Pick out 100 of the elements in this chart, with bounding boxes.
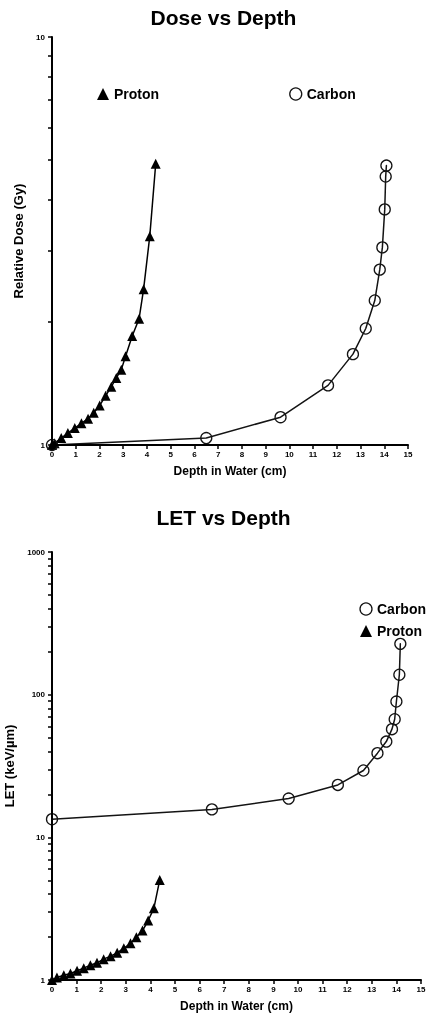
point: [131, 932, 142, 943]
point: [76, 418, 87, 429]
point: [148, 903, 159, 914]
point: [62, 428, 73, 439]
point: [98, 954, 109, 965]
point: [65, 968, 76, 979]
x-tick-label: 8: [239, 449, 245, 459]
x-tick-label: 4: [144, 449, 150, 459]
x-tick-label: 15: [403, 449, 413, 459]
point: [94, 400, 105, 411]
x-tick-label: 5: [172, 984, 178, 994]
point: [331, 778, 344, 792]
point: [154, 874, 165, 885]
x-axis-title: Depth in Water (cm): [173, 464, 287, 478]
point: [205, 803, 219, 816]
x-tick-label: 0: [49, 449, 55, 459]
x-tick-label: 10: [284, 449, 295, 459]
point: [127, 330, 138, 341]
x-tick-label: 11: [308, 449, 318, 459]
point: [346, 347, 360, 361]
point: [357, 764, 370, 777]
x-tick-label: 14: [391, 984, 402, 994]
y-tick-label: 10: [36, 832, 46, 842]
point: [116, 364, 127, 375]
legend-label: Carbon: [306, 86, 356, 102]
x-tick-label: 10: [293, 984, 303, 994]
point: [72, 965, 83, 976]
y-tick-label: 100: [31, 690, 46, 700]
x-tick-label: 3: [120, 449, 126, 459]
x-tick-label: 9: [263, 449, 269, 459]
x-tick-label: 5: [168, 449, 174, 459]
point: [112, 947, 123, 958]
point: [125, 938, 136, 949]
x-tick-label: 0: [49, 984, 55, 994]
point: [150, 158, 161, 169]
point: [138, 284, 149, 295]
point: [100, 390, 111, 401]
x-tick-label: 12: [342, 984, 353, 994]
x-tick-label: 2: [98, 984, 104, 994]
legend-label: Proton: [377, 623, 423, 639]
point: [394, 637, 407, 651]
x-tick-label: 1: [74, 984, 80, 994]
point: [373, 263, 386, 276]
point: [200, 431, 213, 445]
point: [88, 407, 99, 418]
point: [376, 241, 389, 254]
point: [388, 713, 401, 726]
point: [385, 723, 399, 736]
point: [380, 159, 393, 172]
point: [105, 951, 116, 962]
point: [85, 960, 96, 971]
point: [144, 231, 155, 242]
point: [379, 170, 392, 183]
y-axis-title: LET (keV/µm): [2, 724, 18, 808]
point: [143, 915, 154, 926]
point: [45, 813, 59, 826]
point: [393, 668, 406, 681]
x-tick-label: 7: [221, 984, 227, 994]
x-tick-label: 3: [123, 984, 129, 994]
point: [111, 372, 122, 383]
point: [321, 379, 335, 392]
x-tick-label: 9: [271, 984, 277, 994]
x-tick-label: 14: [379, 449, 390, 459]
x-tick-label: 6: [192, 449, 198, 459]
x-tick-label: 8: [246, 984, 252, 994]
point: [83, 413, 94, 424]
legend-label: Proton: [114, 86, 160, 102]
point: [106, 381, 117, 392]
point: [282, 792, 295, 805]
x-tick-label: 13: [356, 449, 366, 459]
point: [380, 735, 393, 748]
chart-title: Dose vs Depth: [150, 6, 297, 29]
x-tick-label: 13: [367, 984, 377, 994]
point: [137, 925, 148, 936]
point: [378, 203, 391, 216]
x-tick-label: 2: [97, 449, 103, 459]
point: [69, 423, 80, 434]
x-tick-label: 15: [416, 984, 426, 994]
y-axis-title: Relative Dose (Gy): [11, 183, 27, 299]
x-tick-label: 12: [332, 449, 342, 459]
point: [134, 313, 145, 324]
chart-title: LET vs Depth: [156, 506, 291, 529]
x-axis-title: Depth in Water (cm): [180, 999, 293, 1013]
x-tick-label: 11: [318, 984, 328, 994]
x-tick-label: 6: [197, 984, 203, 994]
x-tick-label: 7: [215, 449, 221, 459]
point: [371, 747, 384, 760]
legend-label: Carbon: [377, 601, 426, 617]
point: [118, 943, 129, 954]
point: [120, 351, 131, 362]
y-tick-label: 1: [40, 440, 46, 450]
x-tick-label: 1: [73, 449, 79, 459]
y-tick-label: 1000: [27, 547, 46, 557]
x-tick-label: 4: [148, 984, 154, 994]
point: [390, 695, 403, 708]
point: [92, 957, 103, 968]
point: [359, 322, 372, 335]
point: [368, 294, 381, 307]
y-tick-label: 1: [40, 975, 46, 985]
point: [274, 411, 287, 424]
